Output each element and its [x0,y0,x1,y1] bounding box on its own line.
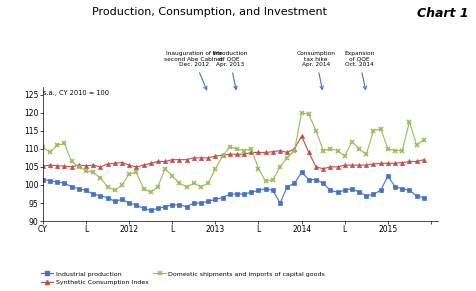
Legend: Industrial production, Synthetic Consumption Index, Domestic shipments and impor: Industrial production, Synthetic Consump… [38,269,327,288]
Text: Consumption
tax hike
Apr. 2014: Consumption tax hike Apr. 2014 [297,51,336,90]
Text: Production, Consumption, and Investment: Production, Consumption, and Investment [92,7,327,17]
Text: Chart 1: Chart 1 [417,7,469,20]
Text: s.a., CY 2010 = 100: s.a., CY 2010 = 100 [43,90,109,96]
Text: Introduction
of QQE
Apr. 2013: Introduction of QQE Apr. 2013 [212,51,248,90]
Text: Inauguration of the
second Abe Cabinet
Dec. 2012: Inauguration of the second Abe Cabinet D… [164,51,223,90]
Text: Expansion
of QQE
Oct. 2014: Expansion of QQE Oct. 2014 [344,51,374,90]
